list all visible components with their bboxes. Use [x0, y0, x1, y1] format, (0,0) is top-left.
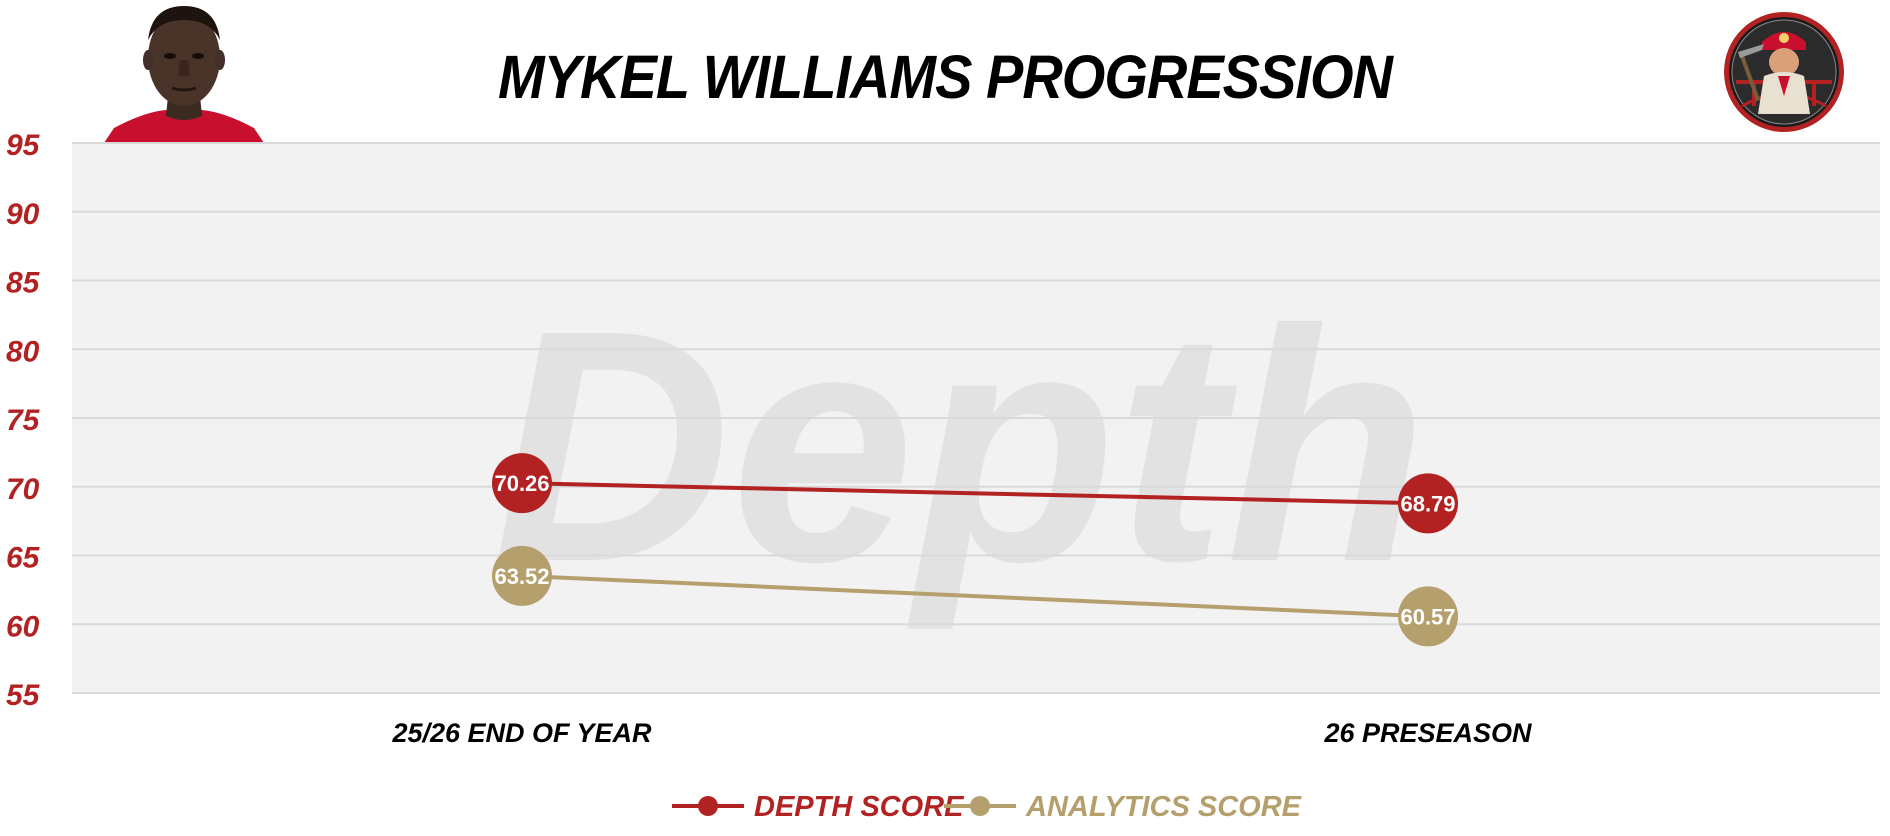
legend-label: ANALYTICS SCORE: [1025, 791, 1303, 823]
y-tick-label: 80: [6, 335, 40, 368]
data-label: 63.52: [494, 564, 549, 589]
data-point: [1398, 586, 1458, 647]
watermark-text: Depth: [493, 261, 1428, 632]
y-tick-label: 60: [6, 610, 40, 643]
y-axis-ticks: 95 90 85 80 75 70 65 60 55: [6, 129, 41, 712]
y-tick-label: 75: [6, 404, 41, 437]
y-tick-label: 85: [6, 267, 41, 300]
legend-label: DEPTH SCORE: [754, 791, 965, 823]
series-line: [521, 481, 1429, 506]
y-tick-label: 70: [6, 473, 40, 506]
x-tick-label: 25/26 END OF YEAR: [391, 718, 652, 748]
data-label: 60.57: [1400, 604, 1455, 629]
chart-title: MYKEL WILLIAMS PROGRESSION: [498, 41, 1393, 112]
data-point: [492, 453, 552, 514]
data-point: [1398, 473, 1458, 534]
series-line: [521, 573, 1429, 619]
gridlines: [72, 142, 1880, 694]
x-axis-ticks: 25/26 END OF YEAR 26 PRESEASON: [391, 718, 1532, 748]
depth-watermark: Depth: [493, 261, 1428, 632]
legend: DEPTH SCORE ANALYTICS SCORE: [672, 791, 1303, 823]
data-label: 68.79: [1400, 491, 1455, 516]
y-tick-label: 95: [6, 129, 41, 162]
x-tick-label: 26 PRESEASON: [1323, 718, 1532, 748]
player-headshot: [104, 6, 264, 143]
data-label: 70.26: [494, 471, 549, 496]
y-tick-label: 65: [6, 542, 41, 575]
legend-marker: [698, 796, 718, 816]
y-tick-label: 90: [6, 198, 40, 231]
series-lines: 70.26 68.79 63.52 60.57: [492, 453, 1458, 647]
miner-logo-icon: [1724, 12, 1844, 132]
legend-marker: [970, 796, 990, 816]
y-tick-label: 55: [6, 679, 41, 712]
data-point: [492, 545, 552, 606]
